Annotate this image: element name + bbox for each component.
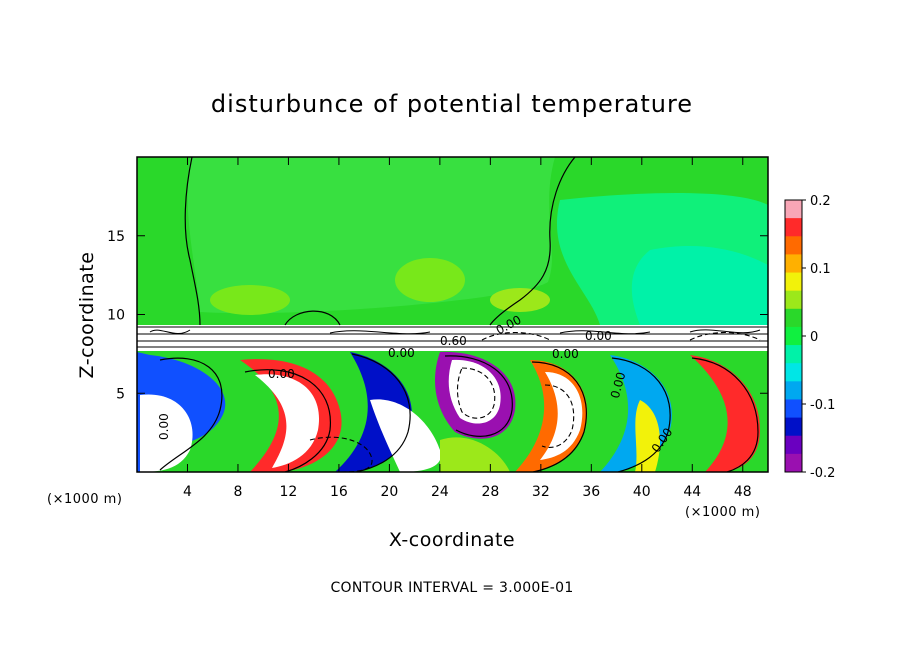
contour-interval-note: CONTOUR INTERVAL = 3.000E-01 (330, 580, 573, 596)
contour-line (351, 353, 411, 472)
colorbar-swatch (785, 363, 802, 382)
colorbar-swatch (785, 453, 802, 473)
dashed-contour-lines (309, 332, 761, 472)
colorbar-tick-label: -0.1 (810, 398, 835, 413)
x-tick-label: 12 (280, 484, 298, 500)
y-axis: 5 10 15 (107, 229, 768, 402)
contour-label: 0.60 (440, 334, 467, 348)
contour-line (481, 332, 551, 341)
x-unit-label-right: (×1000 m) (685, 505, 760, 520)
y-tick-label: 5 (116, 386, 125, 402)
contour-label: 0.00 (552, 347, 579, 361)
colorbar-swatch (785, 308, 802, 328)
colorbar-swatch (785, 326, 802, 346)
colorbar-swatch (785, 290, 802, 310)
x-tick-label: 32 (532, 484, 550, 500)
x-axis: 4 8 12 16 20 24 28 32 36 40 44 48 (183, 157, 752, 500)
contour-line (456, 367, 496, 419)
boundary-layer-field (137, 351, 768, 472)
contour-label: 0.00 (268, 367, 295, 381)
contour-line (489, 157, 576, 326)
x-tick-label: 36 (582, 484, 600, 500)
contour-line (184, 157, 201, 326)
colorbar-swatch (785, 381, 802, 400)
x-axis-title: X-coordinate (389, 529, 515, 551)
contour-label: 0.00 (388, 346, 415, 360)
contour-lines (159, 157, 759, 472)
plot-area: 0.00 0.00 0.00 0.00 0.00 0.60 0.00 0.00 … (137, 157, 768, 472)
colorbar-tick-label: 0.2 (810, 194, 831, 209)
x-tick-label: 28 (481, 484, 499, 500)
upper-field-patch (395, 258, 465, 302)
contour-line (284, 310, 341, 326)
contour-line (531, 361, 587, 472)
x-tick-label: 48 (734, 484, 752, 500)
contour-label: 0.00 (585, 329, 612, 343)
colorbar-swatch (785, 417, 802, 437)
colorbar-tick-label: 0.1 (810, 262, 831, 277)
x-unit-label-left: (×1000 m) (47, 492, 122, 507)
x-tick-label: 40 (633, 484, 651, 500)
x-tick-label: 20 (380, 484, 398, 500)
contour-line (611, 357, 671, 472)
x-tick-label: 16 (330, 484, 348, 500)
y-axis-title: Z-coordinate (76, 252, 98, 379)
x-tick-label: 24 (431, 484, 449, 500)
contour-label: 0.00 (608, 371, 628, 400)
inversion-band (137, 325, 768, 351)
colorbar-swatch (785, 272, 802, 292)
x-tick-label: 4 (183, 484, 192, 500)
y-tick-label: 10 (107, 308, 125, 324)
colorbar-swatch (785, 236, 802, 255)
contour-line (309, 436, 373, 472)
contour-label: 0.00 (157, 413, 171, 440)
upper-field (187, 157, 768, 325)
upper-field-patch (210, 285, 290, 315)
chart-title: disturbunce of potential temperature (211, 90, 693, 118)
contour-line (444, 355, 513, 437)
colorbar-swatch (785, 435, 802, 455)
colorbar-tick-label: 0 (810, 330, 818, 345)
colorbar-swatch (785, 218, 802, 237)
x-tick-label: 44 (683, 484, 701, 500)
colorbar-tick-label: -0.2 (810, 466, 835, 481)
contour-line (541, 384, 575, 448)
colorbar-swatch (785, 345, 802, 364)
contour-line (691, 357, 759, 472)
colorbar-swatch (785, 254, 802, 274)
colorbar: 0.2 0.1 0 -0.1 -0.2 (784, 194, 835, 481)
x-tick-label: 8 (233, 484, 242, 500)
contour-line (689, 332, 761, 341)
contour-line (159, 357, 223, 471)
y-tick-label: 15 (107, 229, 125, 245)
colorbar-swatch (785, 399, 802, 419)
contour-line (244, 369, 331, 472)
colorbar-swatch (785, 200, 802, 219)
upper-field-patch (631, 245, 768, 325)
